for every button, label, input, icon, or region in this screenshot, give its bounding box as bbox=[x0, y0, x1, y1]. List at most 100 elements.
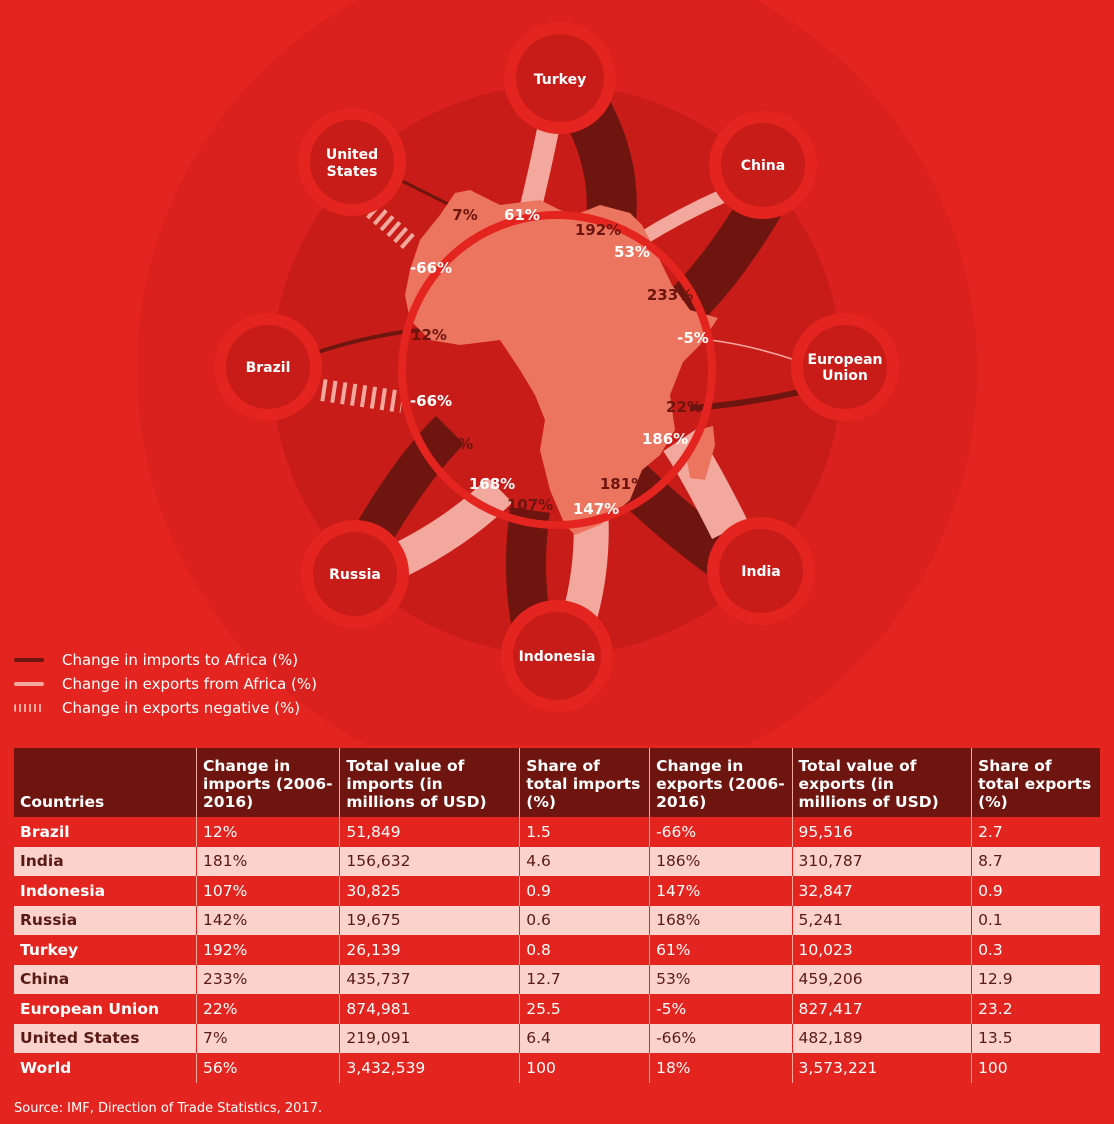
china-export-band bbox=[636, 188, 728, 246]
table-cell: Turkey bbox=[20, 940, 79, 959]
table-cell: 219,091 bbox=[339, 1023, 520, 1053]
table-cell: 435,737 bbox=[339, 964, 520, 994]
node-label: Union bbox=[822, 368, 868, 384]
table-cell: 310,787 bbox=[791, 846, 972, 876]
table-cell: -5% bbox=[649, 994, 793, 1024]
legend-item-exports: Change in exports from Africa (%) bbox=[14, 672, 317, 696]
column-header: Change in imports (2006-2016) bbox=[195, 748, 340, 817]
table-cell: 874,981 bbox=[339, 994, 520, 1024]
column-header: Total value of exports (in millions of U… bbox=[791, 748, 972, 817]
table-row: Brazil 12% 51,849 1.5 -66% 95,516 2.7 bbox=[14, 817, 1100, 847]
table-row: Turkey 192% 26,139 0.8 61% 10,023 0.3 bbox=[14, 935, 1100, 965]
table-cell: 4.6 bbox=[519, 846, 650, 876]
pct-label: 186% bbox=[642, 430, 688, 448]
node-label: Brazil bbox=[246, 360, 291, 376]
table-cell: Indonesia bbox=[20, 881, 106, 900]
legend-item-negative: Change in exports negative (%) bbox=[14, 696, 317, 720]
table-cell: 482,189 bbox=[791, 1023, 972, 1053]
table-cell: 0.8 bbox=[519, 935, 650, 965]
table-cell: 3,432,539 bbox=[339, 1053, 520, 1083]
table-row: India 181% 156,632 4.6 186% 310,787 8.7 bbox=[14, 846, 1100, 876]
table-cell: 6.4 bbox=[519, 1023, 650, 1053]
node-india: India bbox=[707, 517, 815, 625]
table-cell: 12.7 bbox=[519, 964, 650, 994]
node-brazil: Brazil bbox=[214, 313, 322, 421]
table-header-row: Countries Change in imports (2006-2016) … bbox=[14, 748, 1100, 817]
table-cell: 8.7 bbox=[971, 846, 1100, 876]
pct-label: 53% bbox=[614, 243, 650, 261]
table-cell: 12.9 bbox=[971, 964, 1100, 994]
node-label: Indonesia bbox=[519, 649, 596, 665]
russia-export-band bbox=[392, 477, 513, 576]
legend-label: Change in imports to Africa (%) bbox=[62, 651, 299, 669]
table-cell: 3,573,221 bbox=[791, 1053, 972, 1083]
madagascar bbox=[686, 426, 715, 480]
table-cell: 32,847 bbox=[791, 876, 972, 906]
table-cell: 192% bbox=[195, 935, 340, 965]
table-cell: 0.1 bbox=[971, 905, 1100, 935]
table-cell: 147% bbox=[649, 876, 793, 906]
trade-table: Countries Change in imports (2006-2016) … bbox=[14, 748, 1100, 1083]
column-header: Change in exports (2006-2016) bbox=[649, 748, 793, 817]
legend-label: Change in exports negative (%) bbox=[62, 699, 301, 717]
pct-label: 142% bbox=[427, 435, 473, 453]
table-cell: United States bbox=[14, 1023, 197, 1053]
table-cell: 0.9 bbox=[519, 876, 650, 906]
table-cell: Russia bbox=[14, 905, 197, 935]
table-cell: 23.2 bbox=[971, 994, 1100, 1024]
table-row: Russia 142% 19,675 0.6 168% 5,241 0.1 bbox=[14, 905, 1100, 935]
table-cell: India bbox=[14, 846, 197, 876]
table-cell: 53% bbox=[649, 964, 793, 994]
node-label: United bbox=[326, 147, 378, 163]
table-cell: -66% bbox=[649, 817, 793, 847]
table-cell: 168% bbox=[649, 905, 793, 935]
table-cell: 12% bbox=[195, 817, 340, 847]
table-cell: 156,632 bbox=[339, 846, 520, 876]
eu-export-line bbox=[709, 339, 796, 361]
africa-map bbox=[405, 190, 718, 535]
table-row: World 56% 3,432,539 100 18% 3,573,221 100 bbox=[14, 1053, 1100, 1083]
table-cell: 0.3 bbox=[971, 935, 1100, 965]
table-cell: 107% bbox=[195, 876, 340, 906]
table-cell: 25.5 bbox=[519, 994, 650, 1024]
column-header: Countries bbox=[14, 748, 197, 817]
pct-label: -66% bbox=[410, 259, 452, 277]
table-cell: 30,825 bbox=[339, 876, 520, 906]
node-label: European bbox=[808, 352, 883, 368]
node-label: India bbox=[741, 564, 780, 580]
table-row: China 233% 435,737 12.7 53% 459,206 12.9 bbox=[14, 964, 1100, 994]
source-note: Source: IMF, Direction of Trade Statisti… bbox=[14, 1101, 323, 1116]
eu-import-line bbox=[689, 389, 801, 411]
pct-label: 192% bbox=[575, 221, 621, 239]
table-cell: 1.5 bbox=[519, 817, 650, 847]
table-cell: Brazil bbox=[20, 822, 70, 841]
pct-label: 7% bbox=[452, 206, 477, 224]
node-russia: Russia bbox=[301, 520, 409, 628]
pct-label: 61% bbox=[504, 206, 540, 224]
pct-label: 107% bbox=[507, 496, 553, 514]
table-cell: 827,417 bbox=[791, 994, 972, 1024]
pct-label: -5% bbox=[677, 329, 709, 347]
pct-label: 22% bbox=[666, 398, 702, 416]
table-cell: 459,206 bbox=[791, 964, 972, 994]
node-label: Russia bbox=[329, 567, 381, 583]
table-cell: 26,139 bbox=[339, 935, 520, 965]
column-header: Share of total imports (%) bbox=[519, 748, 650, 817]
node-china: China bbox=[709, 111, 817, 219]
table-cell: 0.9 bbox=[971, 876, 1100, 906]
table-cell: 181% bbox=[195, 846, 340, 876]
table-cell: European Union bbox=[20, 999, 160, 1018]
node-turkey: Turkey bbox=[504, 22, 616, 134]
node-label: China bbox=[741, 158, 785, 174]
africa-ring bbox=[398, 211, 716, 529]
table-cell: 0.6 bbox=[519, 905, 650, 935]
pct-label: 12% bbox=[411, 326, 447, 344]
table-cell: 186% bbox=[649, 846, 793, 876]
table-cell: 2.7 bbox=[971, 817, 1100, 847]
table-cell: 5,241 bbox=[791, 905, 972, 935]
table-cell: 7% bbox=[195, 1023, 340, 1053]
dark-line-swatch-icon bbox=[14, 658, 44, 662]
light-line-swatch-icon bbox=[14, 682, 44, 686]
